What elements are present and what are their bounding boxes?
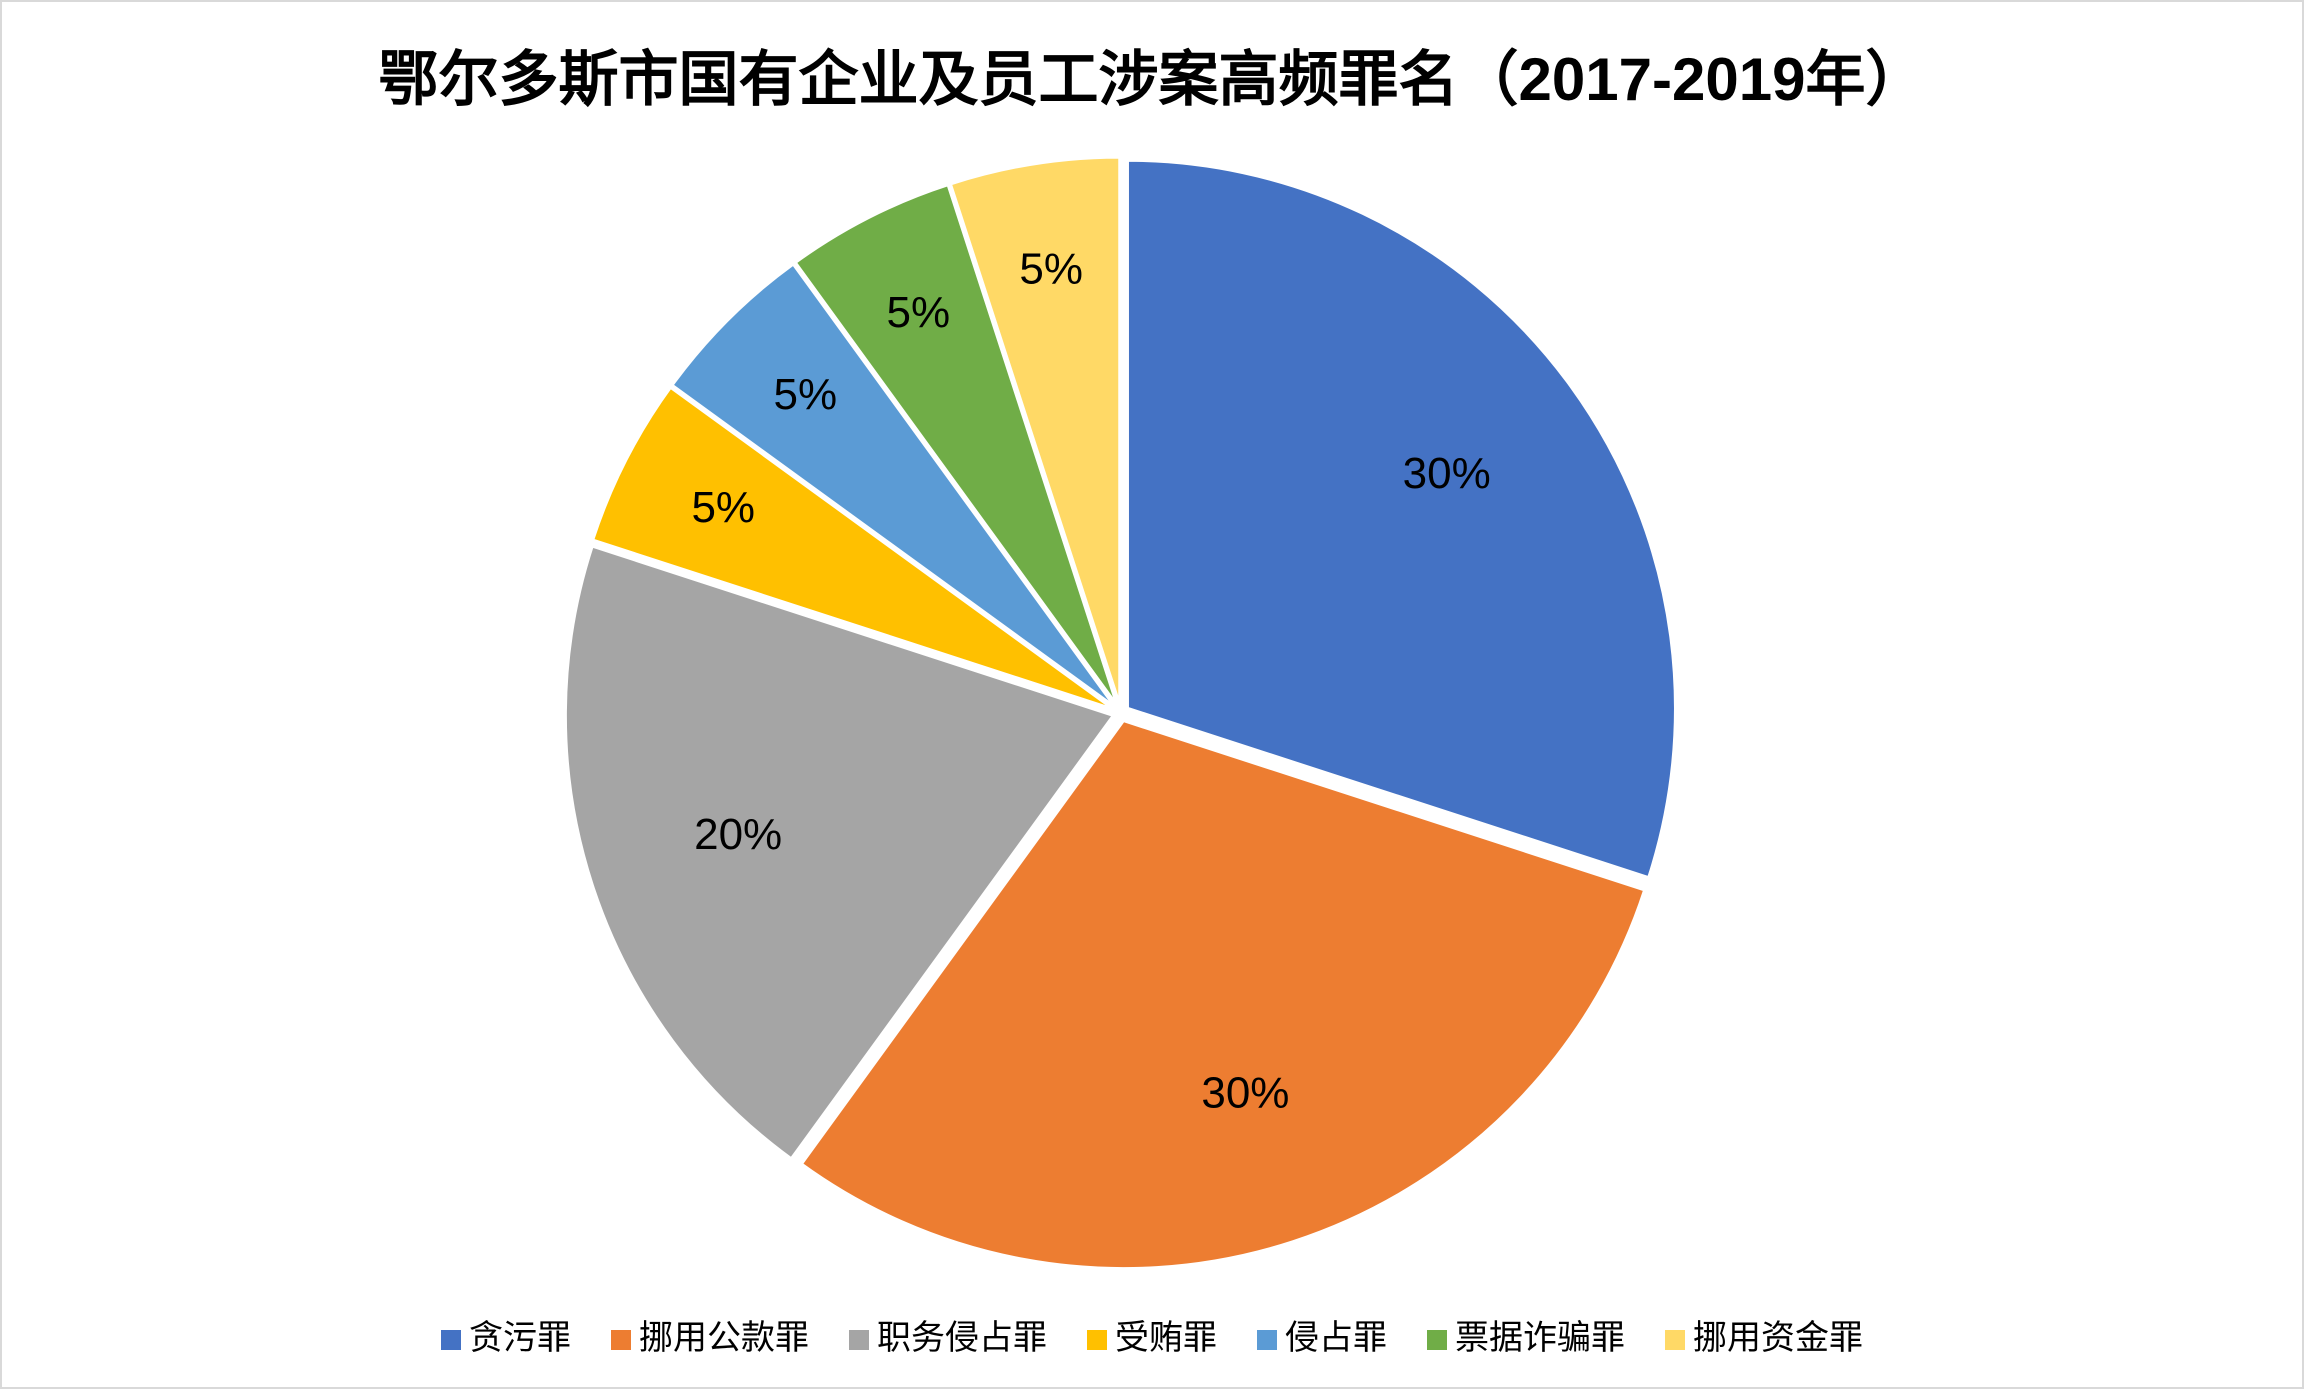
data-label: 5%	[691, 483, 755, 532]
legend-swatch	[441, 1330, 461, 1350]
legend-swatch	[611, 1330, 631, 1350]
data-label: 5%	[1019, 245, 1083, 294]
legend-label: 职务侵占罪	[877, 1319, 1047, 1357]
pie-slice	[799, 718, 1647, 1271]
legend-swatch	[1087, 1330, 1107, 1350]
pie-slice	[1125, 158, 1677, 880]
legend-swatch	[1665, 1330, 1685, 1350]
data-label: 5%	[774, 370, 838, 419]
legend-swatch	[849, 1330, 869, 1350]
data-label: 20%	[694, 810, 782, 859]
legend-swatch	[1257, 1330, 1277, 1350]
legend-label: 侵占罪	[1285, 1319, 1387, 1357]
pie-slice	[793, 182, 1119, 707]
pie-slice	[669, 261, 1117, 709]
pie-slice	[948, 155, 1122, 706]
legend-label: 票据诈骗罪	[1455, 1319, 1625, 1357]
pie-slice	[563, 544, 1116, 1161]
legend-label: 挪用资金罪	[1693, 1319, 1863, 1357]
legend-label: 贪污罪	[469, 1319, 571, 1357]
legend-label: 挪用公款罪	[639, 1319, 809, 1357]
data-label: 30%	[1403, 449, 1491, 498]
data-label: 30%	[1201, 1068, 1289, 1117]
legend-swatch	[1427, 1330, 1447, 1350]
chart-title: 鄂尔多斯市国有企业及员工涉案高频罪名（2017-2019年）	[379, 46, 1926, 113]
data-label: 5%	[887, 288, 951, 337]
legend-label: 受贿罪	[1115, 1319, 1217, 1357]
pie-slice	[590, 385, 1115, 711]
